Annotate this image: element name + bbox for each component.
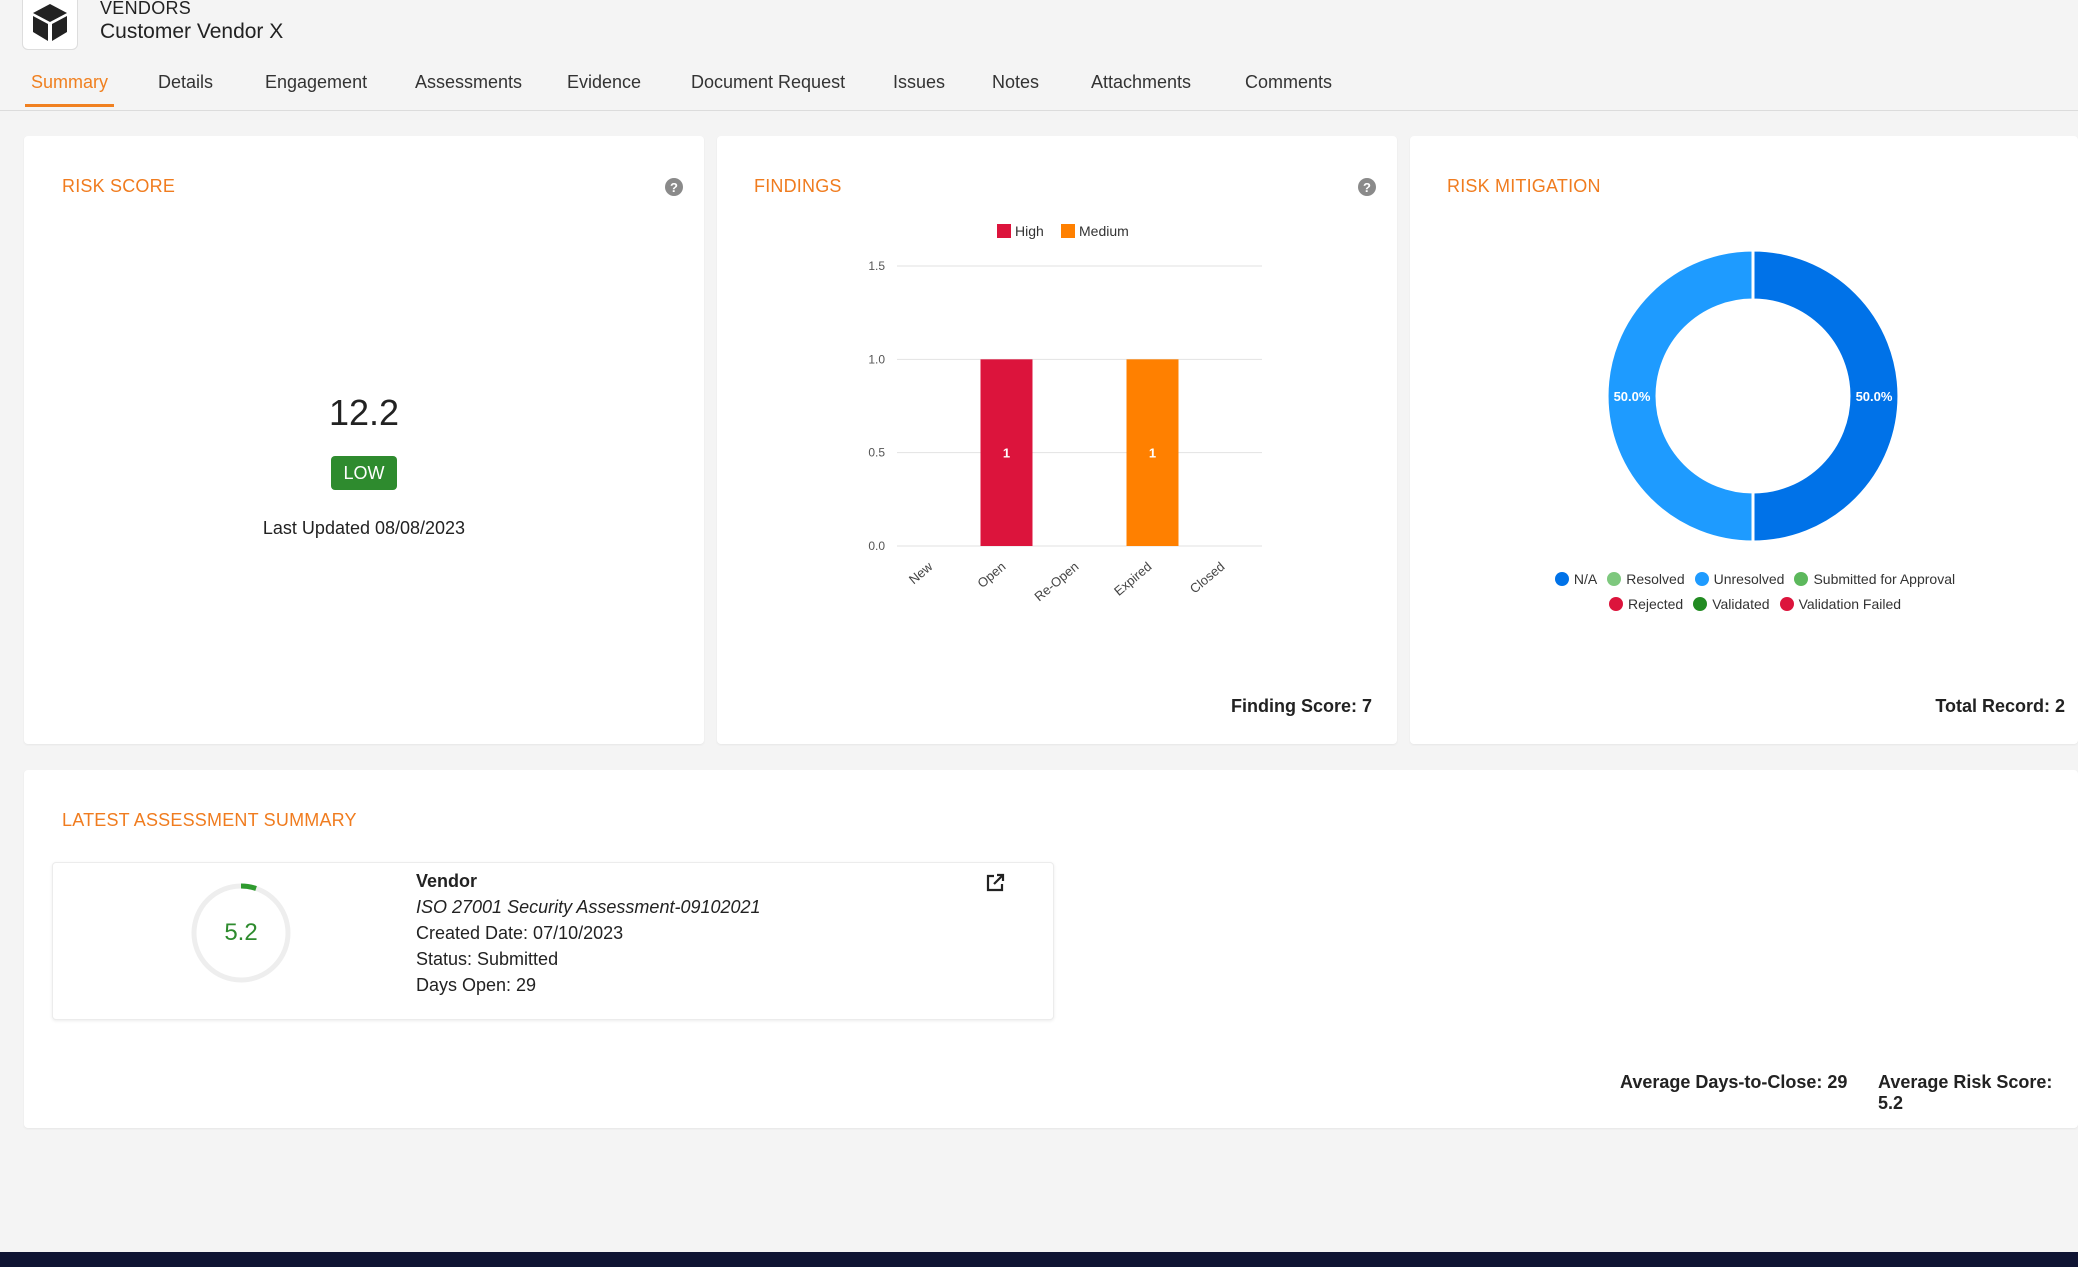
bar-expired-medium	[1126, 359, 1179, 546]
vendor-logo	[22, 0, 78, 50]
finding-score: Finding Score: 7	[1230, 696, 1372, 716]
donut-legend: N/A Resolved Unresolved Submitted for Appro…	[1540, 568, 1980, 618]
legend-label: Validation Failed	[1798, 596, 1902, 612]
tab-engagement[interactable]: Engagement	[265, 72, 368, 92]
legend-item-validated[interactable]: Validated	[1693, 593, 1770, 615]
legend-swatch-medium	[1061, 224, 1075, 238]
average-days-to-close: Average Days-to-Close: 29	[1620, 1072, 1848, 1092]
cube-icon	[33, 4, 67, 41]
external-link-icon[interactable]	[985, 873, 1005, 893]
y-tick-label: 0.0	[868, 539, 885, 553]
legend-swatch-high	[997, 224, 1011, 238]
assessment-score-gauge	[191, 883, 291, 983]
legend-label: Submitted for Approval	[1813, 571, 1956, 587]
legend-dot	[1608, 597, 1623, 611]
legend-label-high: High	[1015, 223, 1044, 239]
tab-summary[interactable]: Summary	[25, 72, 115, 107]
tab-attachments[interactable]: Attachments	[1091, 72, 1192, 92]
average-risk-score: Average Risk Score: 5.2	[1878, 1072, 2053, 1113]
assessment-created-date: Created Date: 07/10/2023	[416, 923, 624, 943]
legend-label: Unresolved	[1713, 571, 1785, 587]
slice-data-label: 50.0%	[1856, 389, 1893, 404]
y-tick-label: 0.5	[868, 446, 885, 460]
legend-item-resolved[interactable]: Resolved	[1607, 568, 1685, 590]
legend-label: Rejected	[1627, 596, 1684, 612]
assessment-name: ISO 27001 Security Assessment-09102021	[416, 897, 761, 917]
x-tick-label: Closed	[1187, 559, 1228, 597]
legend-dot	[1554, 572, 1569, 586]
legend-label: Validated	[1712, 596, 1770, 612]
y-tick-label: 1.0	[868, 352, 885, 366]
x-tick-label: Open	[974, 559, 1008, 591]
page-header: VENDORS Customer Vendor X	[0, 0, 2078, 110]
risk-level-badge: LOW	[331, 456, 397, 490]
gauge-progress	[240, 883, 257, 891]
slice-data-label: 50.0%	[1614, 389, 1651, 404]
legend-dot	[1607, 572, 1622, 586]
legend-label-medium: Medium	[1079, 223, 1129, 239]
legend-dot	[1693, 597, 1708, 611]
legend-item-rejected[interactable]: Rejected	[1608, 593, 1684, 615]
risk-score-title: RISK SCORE	[62, 176, 176, 196]
findings-card: FINDINGS ? High Medium 0.0 0.5 1.0 1.5 New 1 Ope…	[717, 136, 1397, 744]
donut-slice-unresolved	[1605, 248, 1755, 544]
legend-item-validation-failed[interactable]: Validation Failed	[1779, 593, 1902, 615]
tab-issues[interactable]: Issues	[893, 72, 946, 92]
last-updated-text: Last Updated 08/08/2023	[262, 518, 466, 538]
x-tick-label: Expired	[1111, 559, 1154, 599]
assessment-days-open: Days Open: 29	[416, 975, 537, 995]
assessment-status: Status: Submitted	[416, 949, 559, 969]
legend-item-n-a[interactable]: N/A	[1554, 568, 1598, 590]
donut-slice-na	[1751, 248, 1901, 544]
findings-bar-chart: High Medium 0.0 0.5 1.0 1.5 New 1 Open Re-Open 1 Ex…	[868, 223, 1262, 604]
risk-score-card: RISK SCORE ? 12.2 LOW Last Updated 08/08…	[24, 136, 704, 744]
legend-item-unresolved[interactable]: Unresolved	[1694, 568, 1785, 590]
x-tick-label: New	[906, 558, 936, 587]
tab-notes[interactable]: Notes	[992, 72, 1040, 92]
legend-dot	[1794, 572, 1809, 586]
page-title: Customer Vendor X	[100, 20, 284, 43]
help-icon[interactable]: ?	[1358, 178, 1376, 196]
footer-bar	[0, 1252, 2078, 1267]
findings-title: FINDINGS	[754, 176, 842, 196]
breadcrumb[interactable]: VENDORS	[100, 0, 192, 18]
tab-evidence[interactable]: Evidence	[567, 72, 642, 92]
bar-data-label: 1	[1149, 446, 1156, 461]
legend-dot	[1779, 597, 1794, 611]
tab-comments[interactable]: Comments	[1245, 72, 1333, 92]
total-record: Total Record: 2	[1935, 696, 2065, 716]
x-tick-label: Re-Open	[1031, 559, 1081, 604]
risk-mitigation-title: RISK MITIGATION	[1447, 176, 1601, 196]
risk-score-value: 12.2	[328, 392, 400, 433]
risk-mitigation-donut-chart: 50.0% 50.0%	[1605, 248, 1901, 544]
assessment-score-value: 5.2	[224, 919, 258, 946]
help-icon[interactable]: ?	[665, 178, 683, 196]
risk-mitigation-card: RISK MITIGATION 50.0% 50.0% N/A Resolved Un…	[1410, 136, 2078, 744]
bar-data-label: 1	[1003, 446, 1010, 461]
bar-open-high	[980, 359, 1033, 546]
y-tick-label: 1.5	[868, 259, 885, 273]
legend-dot	[1694, 572, 1709, 586]
legend-item-submitted-for-approval[interactable]: Submitted for Approval	[1794, 568, 1955, 590]
assessment-item[interactable]: 5.2 Vendor ISO 27001 Security Assessment…	[52, 862, 1054, 1020]
assessment-vendor: Vendor	[416, 871, 478, 891]
tab-document-request[interactable]: Document Request	[691, 72, 846, 92]
latest-assessment-title: LATEST ASSESSMENT SUMMARY	[62, 810, 357, 830]
tab-assessments[interactable]: Assessments	[415, 72, 523, 92]
legend-label: N/A	[1573, 571, 1598, 587]
legend-label: Resolved	[1626, 571, 1685, 587]
tab-details[interactable]: Details	[158, 72, 214, 92]
tab-bar: Summary Details Engagement Assessments E…	[0, 62, 2078, 111]
